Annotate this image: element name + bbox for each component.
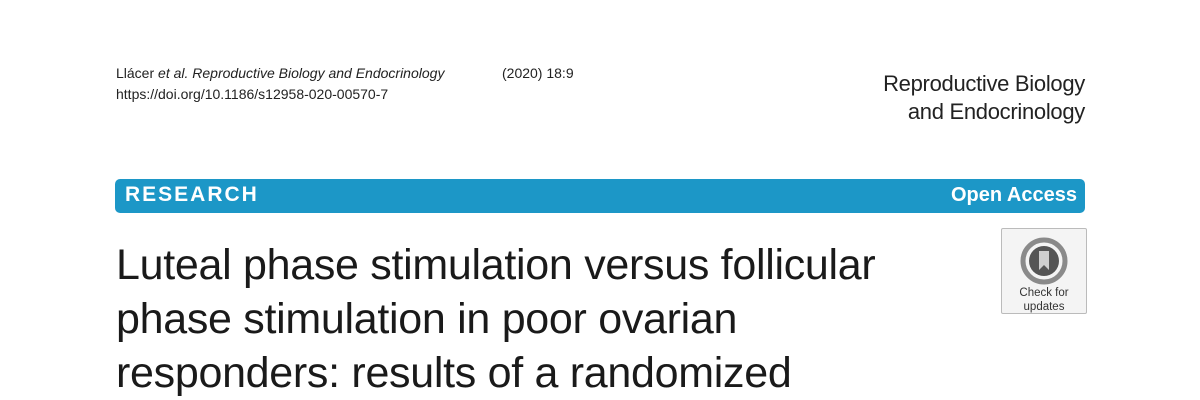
updates-label-line-1: Check for: [1019, 287, 1069, 299]
article-type-label: RESEARCH: [125, 183, 259, 206]
title-line-3: responders: results of a randomized: [116, 349, 792, 397]
check-for-updates-icon: [1020, 237, 1068, 285]
title-line-1: Luteal phase stimulation versus follicul…: [116, 241, 876, 289]
check-for-updates-button[interactable]: Check for updates: [1001, 228, 1087, 314]
doi-link[interactable]: https://doi.org/10.1186/s12958-020-00570…: [116, 86, 389, 102]
journal-masthead: Reproductive Biology and Endocrinology: [883, 70, 1085, 126]
masthead-line-1: Reproductive Biology: [883, 71, 1085, 96]
article-type-banner: RESEARCH Open Access: [115, 179, 1085, 213]
article-title: Luteal phase stimulation versus follicul…: [116, 238, 976, 400]
title-line-2: phase stimulation in poor ovarian: [116, 295, 738, 343]
updates-label-line-2: updates: [1023, 301, 1065, 313]
citation-line: Llácer et al. Reproductive Biology and E…: [116, 63, 574, 84]
open-access-label: Open Access: [951, 184, 1077, 206]
citation-etal: et al.: [158, 65, 189, 81]
citation-journal: Reproductive Biology and Endocrinology: [192, 65, 445, 81]
citation-year-volume: (2020) 18:9: [502, 65, 574, 81]
citation-block: Llácer et al. Reproductive Biology and E…: [116, 63, 574, 105]
masthead-line-2: and Endocrinology: [907, 99, 1085, 124]
citation-authors: Llácer: [116, 65, 155, 81]
